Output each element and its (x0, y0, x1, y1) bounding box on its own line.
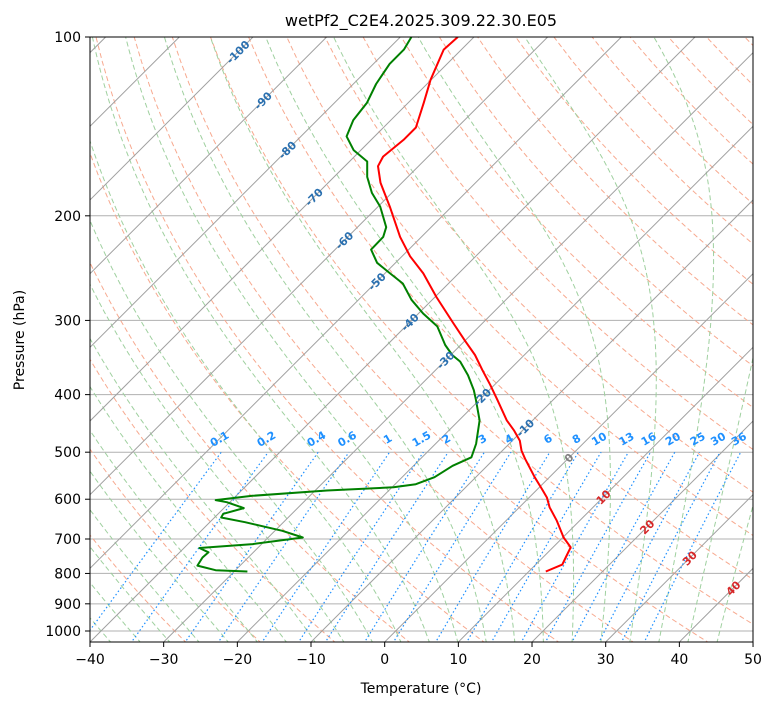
dewpoint-profile-line (196, 37, 481, 573)
x-tick-label: −40 (75, 652, 105, 668)
x-tick-label: 0 (380, 652, 389, 668)
moist-adiabat (90, 337, 316, 642)
moist-adiabats (90, 37, 753, 642)
y-tick-label: 600 (54, 492, 81, 508)
x-tick-label: 30 (597, 652, 615, 668)
x-tick-label: −20 (223, 652, 253, 668)
mixing-ratio-line (217, 451, 350, 642)
isotherm (90, 37, 328, 275)
dry-adiabat (171, 37, 709, 642)
moist-adiabat (90, 385, 287, 642)
y-tick-label: 100 (54, 30, 81, 46)
dry-adiabat (90, 151, 485, 642)
moist-adiabat (90, 429, 258, 642)
dry-adiabat (90, 534, 187, 642)
isotherm (90, 37, 254, 201)
moist-adiabat (209, 37, 516, 642)
isotherm (457, 346, 753, 642)
temperature-profile-line (377, 37, 572, 573)
y-tick-label: 500 (54, 445, 81, 461)
moist-adiabat (687, 355, 753, 642)
y-axis: 100 200 300 400 500 600 700 800 900 1000 (45, 30, 90, 640)
x-tick-label: 20 (523, 652, 541, 668)
y-tick-label: 900 (54, 597, 81, 613)
plot-area: 0.1 0.2 0.4 0.6 1 1.5 2 3 4 6 8 10 13 16 20 25 30 36-100-… (90, 37, 753, 642)
moist-adiabat (90, 470, 229, 642)
isotherm (383, 272, 753, 642)
moist-adiabat (417, 37, 611, 642)
isotherm (90, 37, 696, 642)
y-tick-label: 200 (54, 209, 81, 225)
isotherm (604, 493, 753, 642)
isotherm (236, 125, 753, 642)
profiles (196, 37, 572, 573)
isotherm (310, 199, 753, 642)
pressure-gridlines (90, 37, 753, 632)
mixing-ratio-line (571, 451, 676, 642)
moist-adiabat (265, 37, 544, 642)
axes-frame (89, 36, 754, 643)
x-tick-label: 50 (744, 652, 762, 668)
y-tick-label: 300 (54, 313, 81, 329)
y-tick-label: 1000 (45, 624, 81, 640)
x-axis: −40 −30 −20 −10 0 10 20 30 40 50 (75, 642, 762, 668)
plot-background (90, 37, 753, 642)
y-tick-label: 400 (54, 388, 81, 404)
dry-adiabat (324, 37, 753, 493)
mixing-ratio-line (363, 451, 485, 642)
moist-adiabat (653, 37, 715, 642)
y-tick-label: 800 (54, 566, 81, 582)
isotherm (90, 37, 622, 570)
mixing-ratio-line (90, 451, 222, 632)
isotherm (531, 420, 753, 642)
mixing-ratio-lines (90, 451, 742, 642)
x-tick-label: 40 (670, 652, 688, 668)
mixing-ratio-line (261, 451, 391, 642)
isotherm (90, 37, 401, 349)
mixing-ratio-line (184, 451, 319, 642)
dry-adiabat (133, 37, 634, 642)
moist-adiabat (91, 37, 430, 642)
dry-adiabat (90, 448, 261, 642)
x-tick-label: 10 (449, 652, 467, 668)
mixing-ratio-line (435, 451, 551, 642)
dry-adiabat (90, 358, 336, 642)
moist-adiabat (333, 37, 575, 642)
mixing-ratio-line (544, 451, 652, 642)
isotherms (90, 37, 753, 642)
x-axis-label: Temperature (°C) (360, 681, 482, 697)
x-tick-label: −10 (296, 652, 326, 668)
dry-adiabat (400, 37, 753, 409)
moist-adiabat (163, 37, 487, 642)
moist-adiabat (524, 37, 657, 642)
mixing-ratio-line (298, 451, 424, 642)
moist-adiabat (90, 219, 373, 642)
mixing-ratio-line (130, 451, 269, 642)
y-axis-label: Pressure (hPa) (12, 290, 28, 390)
moist-adiabat (90, 283, 345, 642)
y-tick-label: 700 (54, 532, 81, 548)
mixing-ratio-line (324, 451, 449, 642)
isotherm (752, 641, 753, 642)
mixing-ratio-line (520, 451, 629, 642)
chart-title: wetPf2_C2E4.2025.309.22.30.E05 (285, 11, 557, 31)
dry-adiabat (438, 37, 753, 367)
isotherm (90, 37, 549, 496)
dry-adiabat (515, 37, 753, 285)
dry-adiabat (95, 37, 560, 642)
dry-adiabat (210, 37, 753, 625)
x-tick-label: −30 (149, 652, 179, 668)
moist-adiabat (90, 139, 402, 642)
moist-adiabat (716, 503, 753, 642)
mixing-ratio-line (598, 451, 701, 642)
isotherm (90, 37, 475, 422)
